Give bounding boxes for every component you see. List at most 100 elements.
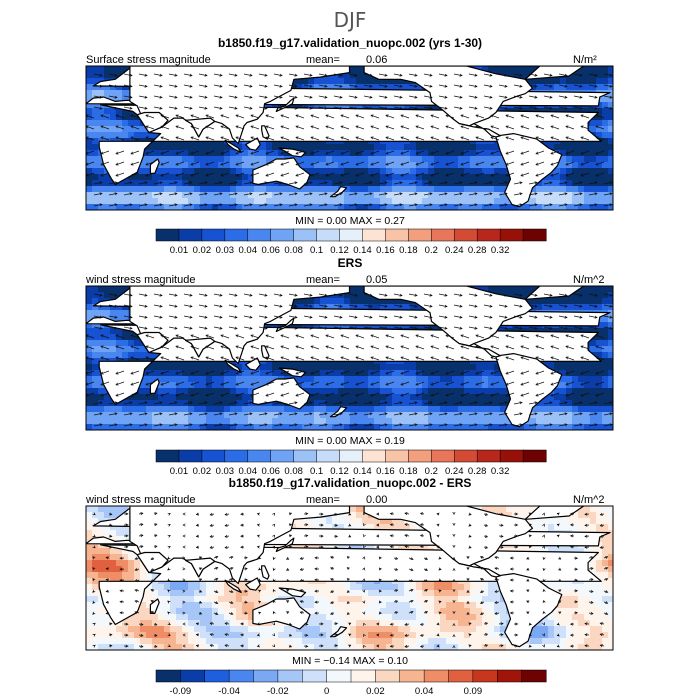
colorbar-tick-label: 0.32 (491, 245, 510, 256)
panel-title: b1850.f19_g17.validation_nuopc.002 - ERS (229, 476, 472, 490)
land-asia (129, 506, 351, 585)
colorbar-swatch (521, 669, 547, 683)
colorbar-swatch (316, 228, 341, 242)
colorbar-swatch (224, 228, 249, 242)
colorbar-swatch (350, 669, 376, 683)
land-arabia (136, 551, 169, 574)
land-greenl (524, 506, 585, 520)
colorbar-tick-label: 0.28 (468, 245, 487, 256)
colorbar-swatch (476, 228, 501, 242)
colorbar-swatch (339, 228, 364, 242)
colorbar-swatch (247, 449, 272, 463)
panel-minmax: MIN = 0.00 MAX = 0.19 (295, 435, 405, 447)
panel-variable-label: Surface stress magnitude (86, 54, 211, 66)
wind-vectors (92, 511, 609, 649)
colorbar-swatch (155, 228, 180, 242)
land-india (184, 117, 216, 138)
colorbar-tick-label: 0.18 (399, 245, 418, 256)
land-borneo (245, 357, 261, 371)
land-borneo (245, 577, 261, 591)
colorbar-tick-label: 0.2 (425, 466, 438, 477)
map-field (86, 506, 613, 650)
colorbar-swatch (448, 669, 474, 683)
colorbar-swatch (453, 228, 478, 242)
panel-title: b1850.f19_g17.validation_nuopc.002 (yrs … (218, 36, 482, 50)
land-namer (363, 506, 534, 567)
colorbar-swatch (180, 669, 206, 683)
colorbar-tick-label: 0.08 (284, 466, 303, 477)
colorbar-swatch (399, 669, 425, 683)
land-borneo (245, 137, 261, 151)
colorbar-swatch (408, 449, 432, 463)
land-india (184, 557, 216, 578)
land-arabia (136, 331, 169, 354)
colorbar-swatch (362, 228, 386, 242)
colorbar-tick-label: -0.09 (170, 686, 192, 697)
colorbar-swatch (155, 449, 180, 463)
colorbar-swatch (385, 228, 409, 242)
colorbar-tick-label: 0.02 (193, 466, 212, 477)
land-arabia (136, 111, 169, 134)
land-madag (149, 598, 160, 615)
colorbar-swatch (497, 669, 523, 683)
panel-mean-value: 0.06 (366, 54, 387, 66)
colorbar-tick-label: 0.14 (353, 466, 372, 477)
panel-units: N/m² (573, 54, 597, 66)
land-austr (252, 157, 311, 190)
land-nz (329, 626, 348, 638)
colorbar-swatch (178, 228, 203, 242)
colorbar-tick-label: 0.16 (376, 466, 395, 477)
map-field (86, 286, 613, 430)
panel-minmax: MIN = −0.14 MAX = 0.10 (292, 655, 408, 667)
panel-title: ERS (338, 256, 363, 270)
colorbar-swatch (339, 449, 364, 463)
colorbar-swatch (375, 669, 401, 683)
land-austr (252, 597, 311, 630)
map-frame (85, 65, 614, 211)
map-field (86, 66, 613, 210)
colorbar-tick-label: 0.12 (330, 466, 349, 477)
wind-vectors (86, 73, 613, 207)
colorbar-tick-label: 0.01 (170, 245, 189, 256)
land-png (278, 147, 307, 158)
land-greenl (524, 66, 585, 80)
wind-vectors (86, 293, 613, 427)
panel-units: N/m^2 (573, 494, 604, 506)
colorbar-swatch (201, 449, 226, 463)
colorbar: 0.01 0.02 0.03 0.04 0.06 0.08 0.1 0.12 0.14 0.16 0… (155, 228, 547, 256)
colorbar-tick-label: 0.01 (170, 466, 189, 477)
colorbar-swatch (499, 449, 524, 463)
colorbar-swatch (326, 669, 352, 683)
map-frame (85, 285, 614, 431)
colorbar-tick-label: 0.02 (193, 245, 212, 256)
colorbar-swatch (431, 449, 455, 463)
colorbar-tick-label: 0.32 (491, 466, 510, 477)
panel-mean-label: mean= (306, 274, 340, 286)
colorbar-tick-label: 0.18 (399, 466, 418, 477)
colorbar-tick-label: 0.04 (239, 245, 258, 256)
colorbar-tick-label: 0.24 (445, 466, 464, 477)
map-panel-2: 0.01 0.02 0.03 0.04 0.06 0.08 0.1 0.12 0.14 0.16 0… (85, 285, 614, 477)
colorbar-tick-label: 0.06 (261, 245, 280, 256)
land-austr (252, 377, 311, 410)
colorbar-tick-label: 0.14 (353, 245, 372, 256)
colorbar-swatch (453, 449, 478, 463)
land-sumatra (224, 579, 242, 594)
land-sumatra (224, 359, 242, 373)
colorbar-swatch (362, 449, 386, 463)
land-namer (363, 286, 534, 347)
colorbar-tick-label: 0.28 (468, 466, 487, 477)
panel-variable-label: wind stress magnitude (85, 494, 195, 506)
land-nz (329, 186, 348, 198)
land-madag (149, 158, 160, 174)
land-greenl (524, 286, 585, 300)
colorbar-tick-label: 0.06 (261, 466, 280, 477)
colorbar-swatch (228, 669, 255, 683)
colorbar-swatch (302, 669, 328, 683)
land-namer (363, 66, 534, 127)
colorbar-swatch (270, 449, 295, 463)
colorbar: 0.01 0.02 0.03 0.04 0.06 0.08 0.1 0.12 0.14 0.16 0… (155, 449, 547, 477)
land-sumatra (224, 139, 242, 153)
